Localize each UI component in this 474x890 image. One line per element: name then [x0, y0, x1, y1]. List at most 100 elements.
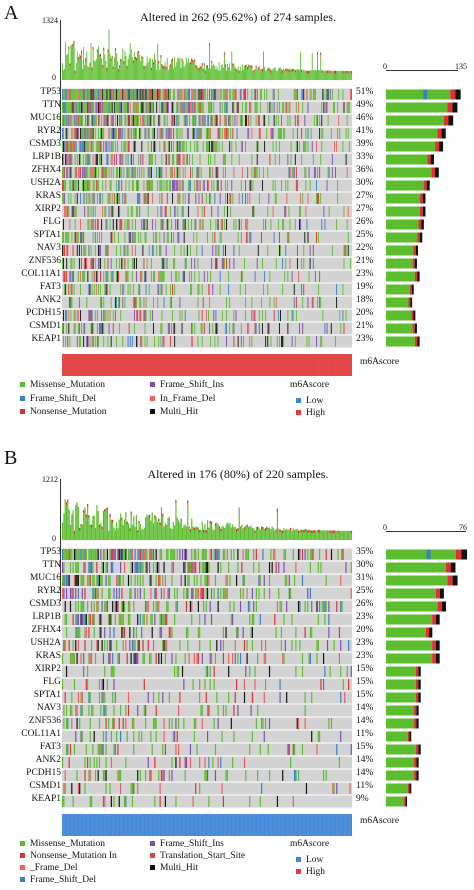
mutation-cell: [242, 575, 244, 586]
burden-bar: [239, 526, 242, 540]
mutation-cell: [249, 796, 251, 807]
mutation-cell: [87, 115, 89, 126]
mutation-cell: [209, 653, 211, 664]
mutation-cell: [151, 102, 153, 113]
mutation-cell: [277, 310, 279, 321]
burden-bar: [229, 63, 231, 80]
mutation-cell: [112, 323, 114, 334]
mutation-cell: [160, 219, 162, 230]
mutation-cell: [237, 336, 239, 347]
mutation-cell: [91, 310, 93, 321]
burden-bar: [268, 67, 270, 80]
mutation-cell: [88, 102, 90, 113]
mutation-cell: [285, 245, 287, 256]
mutation-cell: [299, 219, 300, 230]
mutation-cell: [334, 141, 335, 152]
side-bar: [386, 575, 448, 586]
mutation-cell: [94, 310, 96, 321]
mutation-cell: [95, 284, 97, 295]
mutation-cell: [239, 115, 241, 126]
mutation-cell: [226, 258, 227, 269]
mutation-cell: [191, 284, 193, 295]
burden-bar: [291, 530, 293, 540]
burden-bar: [270, 528, 272, 540]
mutation-cell: [295, 180, 297, 191]
mutation-cell: [120, 705, 122, 716]
mutation-cell: [146, 193, 148, 204]
mutation-cell: [77, 180, 79, 191]
burden-bar: [245, 64, 247, 80]
mutation-cell: [63, 102, 64, 113]
burden-bar: [294, 529, 296, 540]
mutation-cell: [183, 154, 185, 165]
mutation-cell: [304, 167, 306, 178]
mutation-cell: [68, 89, 70, 100]
mutation-cell: [137, 336, 139, 347]
mutation-cell: [183, 718, 185, 729]
mutation-cell: [62, 193, 63, 204]
mutation-cell: [316, 336, 317, 347]
burden-bar: [271, 526, 273, 540]
side-bar-segment: [416, 770, 419, 781]
mutation-cell: [64, 601, 66, 612]
mutation-cell: [113, 705, 115, 716]
burden-bar: [98, 524, 101, 540]
burden-bar: [341, 70, 343, 80]
mutation-cell: [86, 258, 88, 269]
mutation-cell: [137, 89, 139, 100]
mutation-cell: [268, 115, 270, 126]
mutation-cell: [217, 549, 219, 560]
row-separator: [62, 651, 352, 653]
mutation-cell: [277, 219, 279, 230]
burden-bar-segment: [202, 68, 204, 72]
mutation-cell: [307, 193, 309, 204]
mutation-cell: [304, 692, 306, 703]
mutation-cell: [79, 219, 81, 230]
mutation-cell: [132, 284, 134, 295]
mutation-cell: [74, 115, 76, 126]
mutation-cell: [83, 245, 85, 256]
mutation-cell: [189, 89, 190, 100]
mutation-cell: [148, 89, 150, 100]
mutation-cell: [127, 141, 129, 152]
burden-bar: [207, 65, 208, 80]
mutation-cell: [201, 219, 203, 230]
burden-bar-segment: [347, 70, 349, 74]
burden-bar: [237, 528, 239, 540]
mutation-cell: [93, 549, 95, 560]
mutation-cell: [202, 180, 204, 191]
mutation-cell: [262, 258, 263, 269]
mutation-cell: [105, 167, 107, 178]
mutation-cell: [88, 115, 90, 126]
top-axis-min: 0: [52, 534, 56, 543]
mutation-cell: [347, 232, 349, 243]
mutation-cell: [167, 128, 169, 139]
mutation-cell: [178, 718, 180, 729]
mutation-cell: [99, 115, 100, 126]
mutation-cell: [158, 115, 160, 126]
mutation-cell: [213, 89, 215, 100]
mutation-cell: [293, 284, 295, 295]
mutation-cell: [179, 757, 181, 768]
mutation-cell: [71, 783, 73, 794]
gene-percentage: 20%: [356, 308, 374, 318]
oncoplot-b: [60, 479, 468, 836]
mutation-cell: [205, 692, 207, 703]
burden-bar: [139, 524, 141, 540]
mutation-cell: [88, 692, 90, 703]
mutation-cell: [331, 167, 333, 178]
mutation-cell: [159, 89, 161, 100]
row-separator: [62, 703, 352, 705]
mutation-cell: [288, 232, 290, 243]
mutation-cell: [106, 601, 108, 612]
mutation-cell: [255, 323, 257, 334]
mutation-cell: [107, 310, 109, 321]
mutation-cell: [220, 232, 222, 243]
mutation-cell: [258, 167, 260, 178]
score-legend-title: m6Ascore: [290, 839, 330, 849]
burden-bar: [96, 504, 98, 540]
mutation-cell: [318, 193, 320, 204]
side-bar-segment: [415, 744, 419, 755]
mutation-cell: [120, 115, 122, 126]
mutation-cell: [71, 549, 73, 560]
